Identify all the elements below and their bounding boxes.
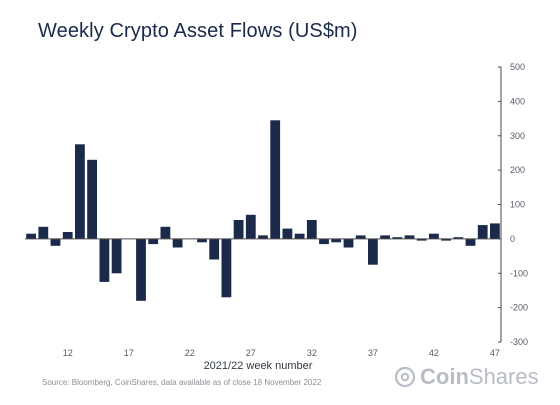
bar-week-25 <box>221 238 232 298</box>
x-axis: 12 17 22 27 32 37 42 47 <box>25 238 501 358</box>
bar-week-12 <box>62 232 73 239</box>
bar-week-18 <box>136 238 146 301</box>
y-tick-label: 500 <box>510 62 525 72</box>
bar-week-44 <box>453 237 464 239</box>
logo-text-shares: Shares <box>468 364 539 389</box>
x-tick-label: 17 <box>124 348 134 358</box>
bar-week-43 <box>441 238 451 241</box>
x-tick-label: 12 <box>63 348 73 358</box>
bar-week-47 <box>490 223 500 239</box>
bar-week-30 <box>282 228 293 239</box>
y-axis: -300 -200 -100 0 100 200 300 400 500 <box>498 62 528 347</box>
bar-week-21 <box>172 238 183 248</box>
bars-group <box>26 120 500 301</box>
source-note: Source: Bloomberg, CoinShares, data avai… <box>42 378 322 387</box>
y-tick-label: 300 <box>510 131 525 141</box>
bar-week-42 <box>429 233 439 239</box>
bar-week-14 <box>87 159 97 239</box>
y-tick-label: 100 <box>510 200 525 210</box>
bar-week-38 <box>380 235 390 239</box>
coinshares-logo-icon <box>394 366 416 388</box>
bar-week-45 <box>465 238 476 246</box>
bar-week-37 <box>368 238 378 265</box>
x-tick-label: 27 <box>246 348 256 358</box>
bar-week-32 <box>306 220 317 239</box>
bar-week-34 <box>331 238 342 243</box>
bar-week-36 <box>355 235 366 239</box>
bar-week-9 <box>26 233 36 239</box>
y-tick-label: 0 <box>510 234 515 244</box>
bar-week-27 <box>245 214 256 239</box>
bar-week-29 <box>270 120 281 239</box>
brand-logo: Coin Shares <box>394 364 539 390</box>
bar-week-31 <box>294 233 305 239</box>
bar-week-33 <box>319 238 329 245</box>
bar-week-40 <box>404 235 415 239</box>
bar-week-39 <box>392 237 403 239</box>
bar-week-46 <box>477 225 488 239</box>
bar-week-35 <box>343 238 354 248</box>
bar-week-28 <box>258 235 268 239</box>
x-axis-label: 2021/22 week number <box>204 360 313 372</box>
bar-week-19 <box>148 238 159 245</box>
bar-week-24 <box>209 238 220 260</box>
y-tick-label: -200 <box>510 303 528 313</box>
x-tick-label: 42 <box>429 348 439 358</box>
bar-week-26 <box>233 220 244 239</box>
bar-week-15 <box>99 238 110 282</box>
y-tick-label: 200 <box>510 165 525 175</box>
bar-week-20 <box>160 226 171 239</box>
chart-title: Weekly Crypto Asset Flows (US$m) <box>38 20 358 42</box>
bar-week-41 <box>416 238 427 241</box>
bar-week-13 <box>75 144 85 239</box>
bar-week-11 <box>50 238 61 246</box>
x-tick-label: 47 <box>490 348 500 358</box>
bar-week-16 <box>111 238 122 274</box>
logo-text-coin: Coin <box>420 364 469 389</box>
y-tick-label: 400 <box>510 96 525 106</box>
bar-week-23 <box>197 238 207 243</box>
x-tick-label: 22 <box>185 348 195 358</box>
y-tick-label: -100 <box>510 268 528 278</box>
bar-week-10 <box>38 226 49 239</box>
x-tick-label: 37 <box>368 348 378 358</box>
y-tick-label: -300 <box>510 337 528 347</box>
x-tick-label: 32 <box>307 348 317 358</box>
